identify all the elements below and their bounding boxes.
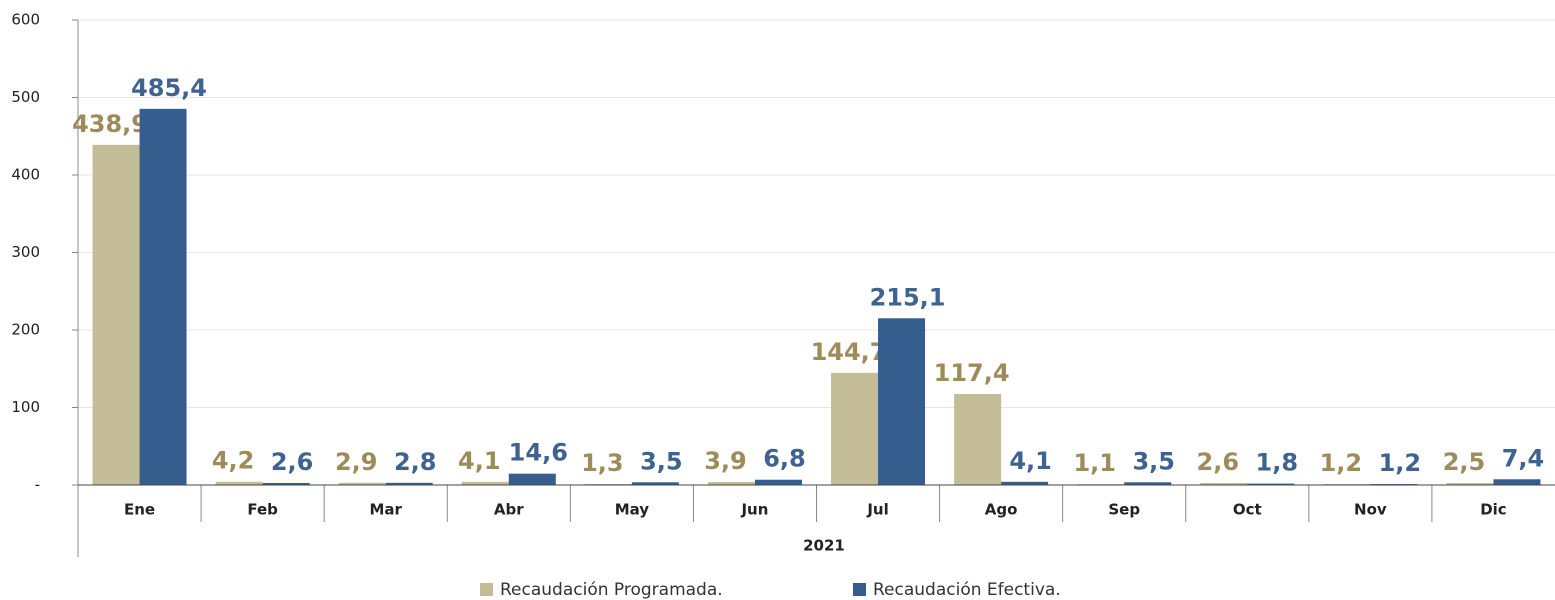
x-tick-label: Ago	[985, 501, 1018, 519]
data-label: 215,1	[870, 283, 946, 311]
x-tick-label: May	[615, 501, 650, 519]
x-tick-label: Sep	[1108, 501, 1140, 519]
data-label: 1,1	[1073, 449, 1116, 477]
x-tick-label: Feb	[247, 501, 278, 519]
bar	[92, 144, 140, 486]
y-tick-label: 200	[11, 321, 40, 339]
data-label: 14,6	[509, 439, 568, 467]
bar	[631, 482, 679, 485]
x-tick-label: Mar	[369, 501, 402, 519]
x-tick-label: Nov	[1354, 501, 1387, 519]
data-label: 2,8	[394, 448, 437, 476]
data-label: 1,3	[581, 449, 624, 477]
x-tick-label: Abr	[494, 501, 524, 519]
y-tick-label: 300	[11, 243, 40, 261]
bar	[954, 394, 1002, 485]
data-label: 4,1	[458, 447, 501, 475]
data-label: 438,9	[72, 110, 148, 138]
bar	[461, 481, 509, 485]
data-label: 7,4	[1502, 444, 1545, 472]
legend-swatch	[480, 583, 493, 596]
data-label: 6,8	[763, 445, 806, 473]
data-label: 4,2	[212, 447, 255, 475]
bar	[1124, 482, 1172, 485]
bar	[584, 483, 632, 485]
bar	[215, 481, 263, 485]
data-label: 2,6	[271, 448, 314, 476]
data-label: 1,2	[1320, 449, 1363, 477]
bar	[385, 482, 433, 485]
data-label: 2,6	[1197, 448, 1240, 476]
bar	[1247, 483, 1295, 485]
data-label: 3,5	[640, 447, 683, 475]
y-tick-label: -	[35, 476, 40, 494]
bar	[1001, 481, 1049, 485]
bar	[707, 481, 755, 485]
data-label: 2,5	[1443, 448, 1486, 476]
y-tick-label: 400	[11, 166, 40, 184]
data-label: 2,9	[335, 448, 378, 476]
bar	[1493, 479, 1541, 485]
legend-label: Recaudación Programada.	[500, 580, 723, 600]
data-label: 485,4	[131, 74, 207, 102]
x-tick-label: Oct	[1233, 501, 1262, 519]
y-tick-label: 100	[11, 398, 40, 416]
bar	[1200, 482, 1248, 485]
bar	[878, 318, 926, 485]
x-axis-label: 2021	[803, 537, 845, 555]
bar	[338, 482, 386, 485]
bar	[508, 473, 556, 485]
x-tick-label: Dic	[1480, 501, 1506, 519]
legend-label: Recaudación Efectiva.	[873, 580, 1061, 600]
bar	[139, 108, 187, 485]
data-label: 1,8	[1256, 449, 1299, 477]
data-label: 1,2	[1379, 449, 1422, 477]
y-tick-label: 500	[11, 88, 40, 106]
y-tick-label: 600	[11, 11, 40, 29]
data-label: 3,9	[704, 447, 747, 475]
x-tick-label: Jun	[740, 501, 768, 519]
legend-swatch	[853, 583, 866, 596]
data-label: 117,4	[934, 359, 1010, 387]
x-tick-label: Ene	[124, 501, 155, 519]
bar	[754, 479, 802, 485]
bar	[831, 372, 879, 485]
bar	[1446, 483, 1494, 485]
data-label: 4,1	[1009, 447, 1052, 475]
x-tick-label: Jul	[866, 501, 888, 519]
data-label: 3,5	[1132, 447, 1175, 475]
data-label: 144,7	[811, 338, 887, 366]
bar	[262, 482, 310, 485]
